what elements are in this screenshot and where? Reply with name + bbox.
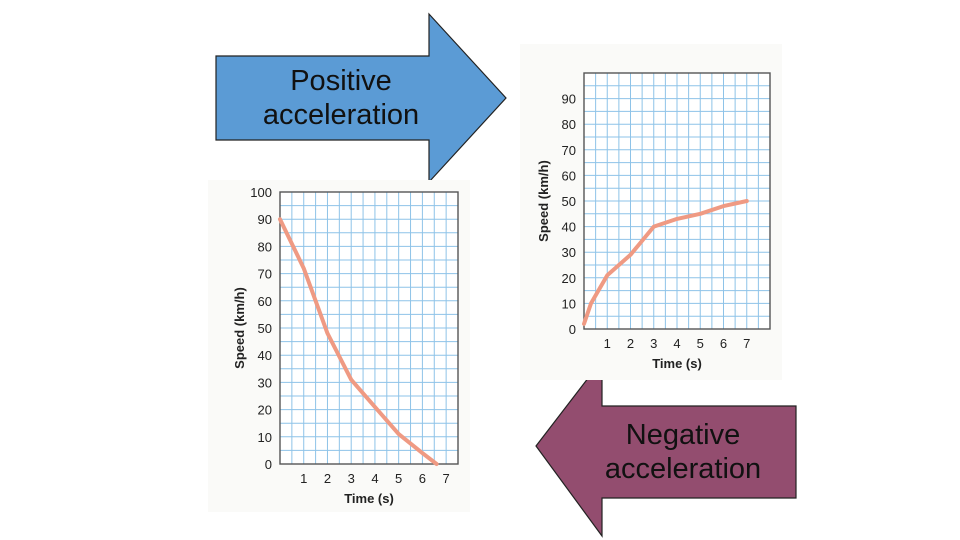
decreasing-chart-x-axis-title: Time (s) [344,491,394,506]
increasing-chart-y-tick-label: 80 [562,117,576,132]
decreasing-chart-x-tick-label: 1 [300,471,307,486]
decreasing-chart-y-tick-label: 100 [250,185,272,200]
increasing-chart-x-tick-label: 5 [697,336,704,351]
decreasing-chart-x-tick-label: 6 [419,471,426,486]
increasing-chart-y-tick-label: 70 [562,143,576,158]
increasing-chart-plot-frame [583,72,771,330]
increasing-chart-y-tick-label: 50 [562,194,576,209]
negative-label-text: Negative acceleration [604,419,762,485]
positive-acceleration-label: Positive acceleration [230,64,452,132]
increasing-chart-x-tick-label: 7 [743,336,750,351]
increasing-chart-y-tick-label: 20 [562,271,576,286]
increasing-chart-x-tick-label: 2 [627,336,634,351]
decreasing-chart-y-tick-label: 20 [258,403,272,418]
decreasing-chart-y-tick-label: 40 [258,348,272,363]
decreasing-chart-y-tick-label: 80 [258,239,272,254]
increasing-chart-y-tick-label: 0 [569,322,576,337]
decreasing-chart-x-tick-label: 5 [395,471,402,486]
increasing-chart-y-tick-label: 60 [562,168,576,183]
increasing-chart-y-axis-title: Speed (km/h) [536,160,551,242]
decreasing-chart-y-tick-label: 30 [258,375,272,390]
decreasing-chart-y-tick-label: 70 [258,267,272,282]
increasing-chart-y-tick-label: 90 [562,92,576,107]
increasing-chart-x-tick-label: 3 [650,336,657,351]
decreasing-chart-y-tick-label: 0 [265,457,272,472]
decreasing-chart-x-tick-label: 3 [348,471,355,486]
decreasing-chart-y-tick-label: 50 [258,321,272,336]
increasing-chart-y-tick-label: 30 [562,245,576,260]
positive-acceleration-arrow [215,12,507,184]
increasing-chart-y-tick-label: 40 [562,220,576,235]
increasing-chart-speed-line [582,199,749,326]
decreasing-chart-x-tick-label: 4 [371,471,378,486]
decreasing-chart-y-tick-label: 90 [258,212,272,227]
increasing-chart-x-tick-label: 4 [673,336,680,351]
negative-acceleration-label: Negative acceleration [572,418,794,486]
positive-arrow-shape [215,12,507,184]
increasing-chart-y-tick-label: 10 [562,296,576,311]
decreasing-chart-y-tick-label: 60 [258,294,272,309]
decreasing-chart-speed-line [278,217,439,466]
decreasing-chart-y-tick-label: 10 [258,430,272,445]
increasing-chart-x-axis-title: Time (s) [652,356,702,371]
increasing-chart-x-tick-label: 1 [604,336,611,351]
increasing-chart-x-tick-label: 6 [720,336,727,351]
decreasing-chart-x-tick-label: 7 [443,471,450,486]
decreasing-chart-y-axis-title: Speed (km/h) [232,287,247,369]
increasing-speed-chart: 0 10 20 30 40 50 60 70 80 90 1 2 3 4 5 6 7 Time (s) Speed … [520,44,782,380]
decreasing-chart-x-tick-label: 2 [324,471,331,486]
positive-label-text: Positive acceleration [262,65,420,131]
decreasing-chart-plot-frame [279,191,459,465]
decreasing-speed-chart: 0 10 20 30 40 50 60 70 80 90 100 1 2 3 4 5 6 7 Time (s) Spe… [208,180,470,512]
increasing-speed-chart-svg: 0 10 20 30 40 50 60 70 80 90 1 2 3 4 5 6 7 Time (s) Speed … [536,72,771,371]
decreasing-speed-chart-svg: 0 10 20 30 40 50 60 70 80 90 100 1 2 3 4 5 6 7 Time (s) Spe… [232,185,459,506]
